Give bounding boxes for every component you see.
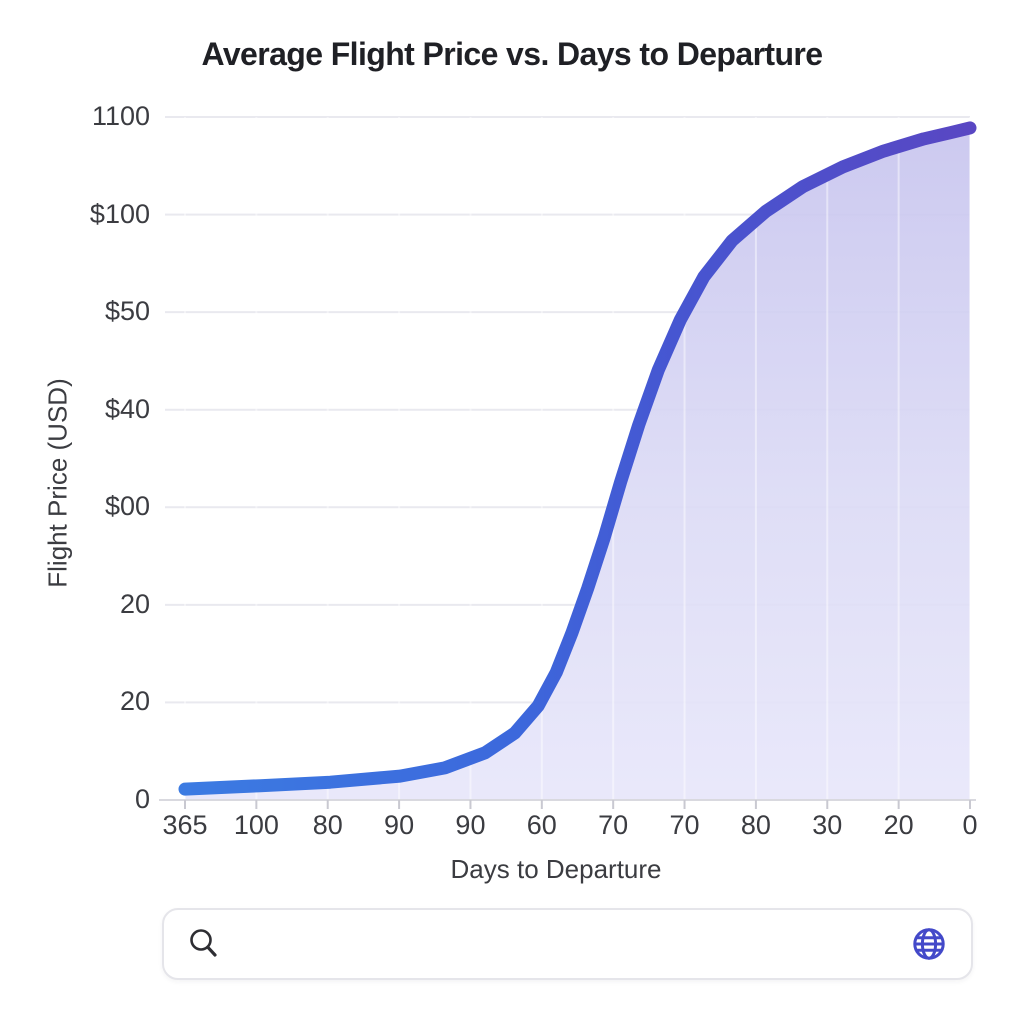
y-axis-title: Flight Price (USD) <box>42 378 73 588</box>
x-tick-label: 365 <box>162 810 208 840</box>
search-icon <box>186 926 222 962</box>
x-tick-label: 90 <box>455 810 486 840</box>
search-bar[interactable] <box>162 908 973 980</box>
x-tick-label: 100 <box>233 810 279 840</box>
y-tick-label: 0 <box>134 784 150 814</box>
x-axis-title: Days to Departure <box>450 854 662 884</box>
x-tick-label: 80 <box>312 810 343 840</box>
chart-title: Average Flight Price vs. Days to Departu… <box>201 36 824 72</box>
x-tick-label: 30 <box>812 810 843 840</box>
x-tick-label: 70 <box>669 810 700 840</box>
x-tick-label: 80 <box>740 810 771 840</box>
x-tick-label: 0 <box>962 810 978 840</box>
flight-price-area-chart <box>159 116 977 809</box>
x-tick-label: 60 <box>526 810 557 840</box>
y-tick-label: 20 <box>119 588 150 619</box>
x-tick-label: 20 <box>883 810 914 840</box>
y-tick-label: $50 <box>104 296 150 327</box>
y-tick-label: $00 <box>104 491 150 522</box>
search-input[interactable] <box>238 927 893 961</box>
y-tick-label: $100 <box>89 198 150 229</box>
y-tick-label: 20 <box>119 686 150 717</box>
x-tick-label: 90 <box>384 810 415 840</box>
y-tick-label: $40 <box>104 393 150 424</box>
y-tick-label: 1100 <box>91 101 150 131</box>
globe-icon[interactable] <box>909 924 949 964</box>
x-tick-label: 70 <box>598 810 629 840</box>
